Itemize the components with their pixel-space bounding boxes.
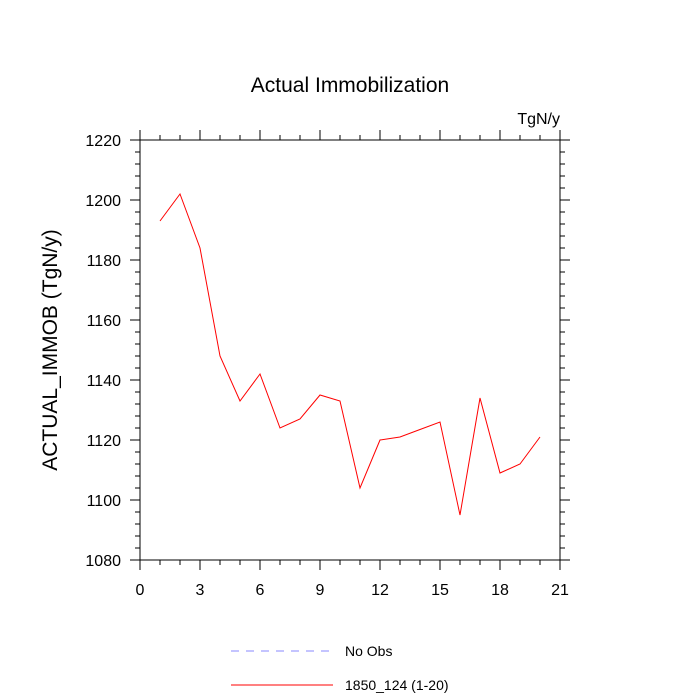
y-tick-label: 1080 <box>85 553 121 570</box>
y-tick-label: 1120 <box>87 433 122 450</box>
x-tick-label: 0 <box>136 582 145 599</box>
legend-label: 1850_124 (1-20) <box>345 677 449 693</box>
series-line <box>159 192 541 516</box>
legend: No Obs 1850_124 (1-20) <box>231 643 449 693</box>
legend-label: No Obs <box>345 643 392 659</box>
x-tick-label: 6 <box>256 582 265 599</box>
y-tick-label: 1100 <box>87 493 122 510</box>
x-tick-label: 18 <box>491 582 509 599</box>
y-tick-label: 1180 <box>87 253 122 270</box>
plot-frame <box>139 139 561 561</box>
y-tick-label: 1220 <box>85 133 121 150</box>
units-label: TgN/y <box>517 111 560 128</box>
chart-title: Actual Immobilization <box>251 74 449 97</box>
x-tick-label: 12 <box>371 582 389 599</box>
x-tick-label: 21 <box>551 582 569 599</box>
x-tick-label: 15 <box>431 582 449 599</box>
axis-ticks <box>130 130 570 570</box>
x-tick-label: 9 <box>316 582 325 599</box>
axis-tick-labels: 0 3 6 9 12 15 18 21 1080 1100 1120 1140 1160 1180 1200… <box>85 133 569 599</box>
y-tick-label: 1160 <box>87 313 122 330</box>
y-axis-label: ACTUAL_IMMOB (TgN/y) <box>39 229 62 471</box>
series-layer <box>159 192 541 516</box>
y-tick-label: 1140 <box>87 373 122 390</box>
y-tick-label: 1200 <box>85 193 121 210</box>
x-tick-label: 3 <box>196 582 205 599</box>
